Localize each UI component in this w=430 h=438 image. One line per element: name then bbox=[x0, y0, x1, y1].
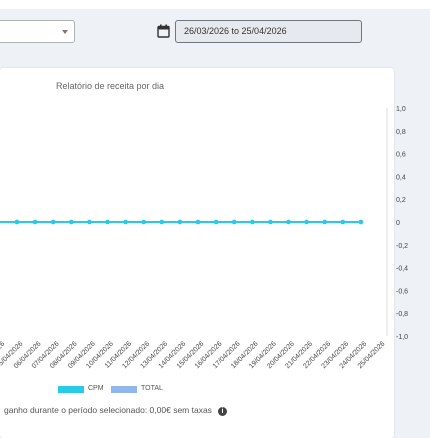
data-point-cpm bbox=[123, 219, 128, 225]
y-tick-label: 0,6 bbox=[396, 152, 406, 159]
data-point-cpm bbox=[286, 219, 291, 225]
legend-swatch-total bbox=[111, 386, 137, 393]
y-tick-label: -0,6 bbox=[396, 288, 408, 295]
data-point-cpm bbox=[213, 219, 219, 225]
data-point-cpm bbox=[14, 219, 20, 225]
legend-swatch-cpm bbox=[58, 386, 84, 393]
data-point-cpm bbox=[195, 219, 201, 225]
earnings-summary-text: ganho durante o período selecionado: 0,0… bbox=[4, 405, 212, 415]
data-point-cpm bbox=[32, 219, 38, 225]
data-point-cpm bbox=[105, 219, 110, 225]
data-point-cpm bbox=[231, 219, 237, 225]
data-point-cpm bbox=[250, 219, 255, 225]
data-point-cpm bbox=[50, 219, 56, 225]
earnings-summary: ganho durante o período selecionado: 0,0… bbox=[4, 405, 227, 416]
data-point-cpm bbox=[322, 219, 328, 225]
data-point-cpm bbox=[141, 219, 146, 225]
revenue-chart-card bbox=[0, 68, 394, 438]
y-tick-label: 0,2 bbox=[396, 197, 406, 204]
y-tick-label: -1,0 bbox=[396, 334, 408, 341]
data-point-cpm bbox=[69, 219, 74, 225]
y-tick-label: 0,4 bbox=[396, 174, 406, 181]
top-bar bbox=[0, 0, 430, 9]
y-tick-label: 1,0 bbox=[396, 106, 406, 113]
y-tick-label: -0,2 bbox=[396, 243, 408, 250]
legend-label-cpm: CPM bbox=[88, 385, 104, 392]
chevron-down-icon[interactable] bbox=[62, 30, 68, 34]
y-tick-label: 0 bbox=[396, 220, 400, 227]
info-icon[interactable]: i bbox=[217, 407, 227, 416]
data-point-cpm bbox=[268, 219, 273, 225]
y-tick-label: -0,8 bbox=[396, 311, 408, 318]
calendar-icon[interactable] bbox=[157, 24, 170, 38]
data-point-cpm bbox=[159, 219, 165, 225]
y-tick-label: 0,8 bbox=[396, 129, 406, 136]
y-tick-label: -0,4 bbox=[396, 266, 408, 273]
legend-label-total: TOTAL bbox=[141, 385, 163, 392]
data-point-cpm bbox=[340, 219, 346, 225]
period-select[interactable] bbox=[0, 20, 75, 43]
data-point-cpm bbox=[358, 219, 364, 225]
data-point-cpm bbox=[177, 219, 183, 225]
data-point-cpm bbox=[304, 219, 309, 225]
data-point-cpm bbox=[87, 219, 92, 225]
chart-title: Relatório de receita por dia bbox=[56, 81, 165, 91]
date-range-input[interactable]: 26/03/2026 to 25/04/2026 bbox=[175, 20, 362, 43]
